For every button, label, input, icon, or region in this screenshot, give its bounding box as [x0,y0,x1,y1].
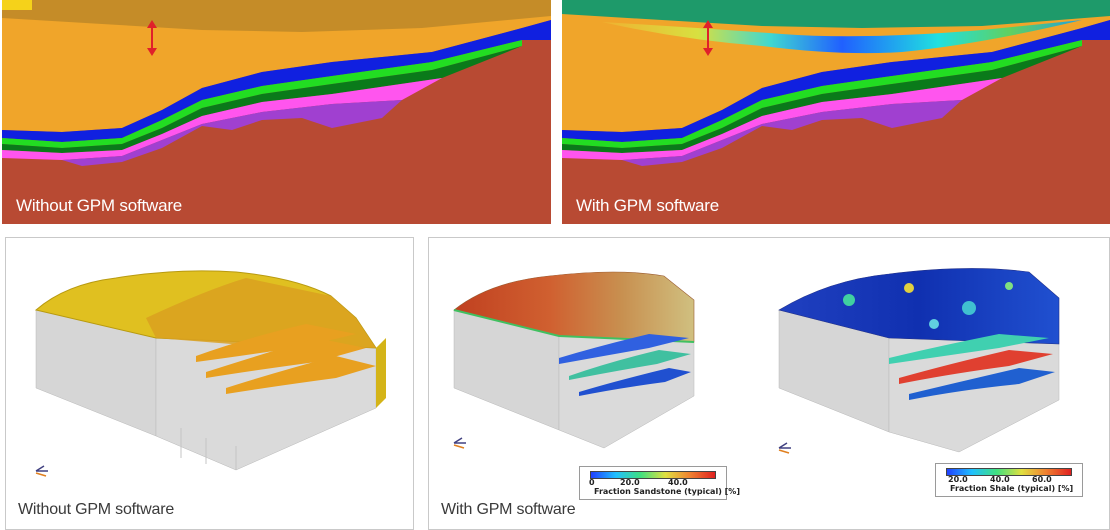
corner-marker [2,0,32,10]
cross-section-with-gpm: With GPM software [562,0,1110,224]
colorbar-shale: 20.0 40.0 60.0 Fraction Shale (typical) … [935,463,1083,497]
block-model-graphic [34,270,386,477]
cross-section-graphic [2,0,551,224]
caption-top-left: Without GPM software [16,196,183,215]
blue-layer [2,20,551,142]
caption-bottom-right: With GPM software [441,501,576,518]
colorbar-title: Fraction Shale (typical) [%] [950,484,1074,493]
cross-section-graphic-gpm [562,0,1110,224]
tick-2: 40.0 [668,478,688,487]
colorbar-sandstone: 0 20.0 40.0 Fraction Sandstone (typical)… [579,466,740,500]
dark-green-layer [2,46,522,153]
tick-1: 40.0 [990,475,1010,484]
layer-slice-1 [196,324,356,362]
tick-1: 20.0 [620,478,640,487]
purple-layer [62,100,402,166]
water-column [2,0,551,32]
sandstone-block [453,271,695,449]
blue-layer [562,20,1110,142]
arrow-heads [703,20,713,56]
block-edge [376,338,386,408]
cross-section-without-gpm: Without GPM software [2,0,551,224]
layer-slice-2 [206,338,366,378]
layer-slice-3 [226,356,376,394]
colorbar-title: Fraction Sandstone (typical) [%] [594,487,740,496]
tick-0: 0 [589,478,595,487]
caption-bottom-left: Without GPM software [18,501,175,518]
caption-top-right: With GPM software [576,196,720,215]
facies-lens [602,20,1082,54]
water-column [562,0,1110,28]
block-model-without-gpm: Without GPM software [5,237,414,530]
magenta-layer [2,78,442,160]
purple-layer [622,100,962,166]
block-model-with-gpm: 0 20.0 40.0 Fraction Sandstone (typical)… [428,237,1110,530]
tick-0: 20.0 [948,475,968,484]
axis-indicator [35,465,48,472]
colorbar-ramp [946,468,1072,476]
sediment-fill [2,0,551,132]
magenta-layer [562,78,1002,160]
shale-block [778,268,1060,454]
dark-green-layer [562,46,1082,153]
block-model-graphics-gpm [453,268,1060,454]
block-slices [180,428,237,470]
arrow-heads [147,20,157,56]
tick-2: 60.0 [1032,475,1052,484]
colorbar-ramp [590,471,716,479]
